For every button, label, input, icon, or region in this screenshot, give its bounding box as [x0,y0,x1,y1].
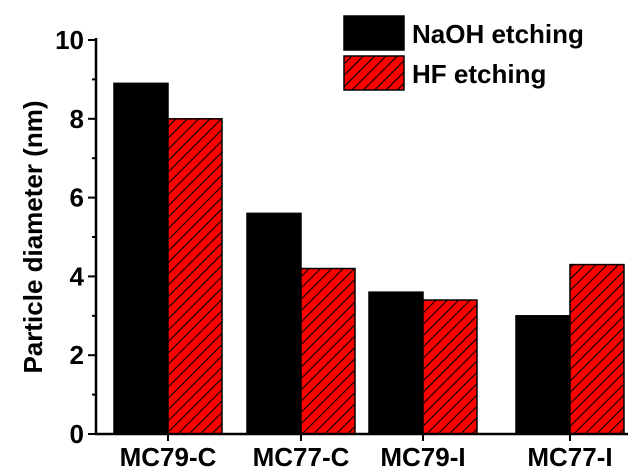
y-tick-label: 0 [70,419,84,449]
bar-naoh-mc77-c [246,212,302,435]
bar-hf-mc79-c [167,118,223,435]
axes-group: MC79-C MC77-C MC79-I MC77-I 0 2 4 6 8 10 [55,25,628,472]
bar-hf-mc79-i [422,299,478,435]
bar-naoh-mc79-c [113,82,169,435]
y-tick-label: 6 [70,183,84,213]
y-axis-title: Particle diameter (nm) [18,100,48,373]
legend: NaOH etching HF etching [343,15,584,91]
legend-label-hf: HF etching [412,59,546,89]
x-tick-label: MC77-I [527,442,612,472]
y-tick-label: 8 [70,104,84,134]
y-tick-label: 10 [55,25,84,55]
bar-naoh-mc79-i [368,291,424,435]
legend-swatch-hf [343,55,405,91]
legend-label-naoh: NaOH etching [412,19,584,49]
bar-naoh-mc77-i [515,315,571,435]
x-tick-label: MC79-C [120,442,217,472]
bar-hf-mc77-c [300,267,356,435]
y-tick-label: 4 [70,261,85,291]
x-tick-label: MC77-C [253,442,350,472]
y-tick-label: 2 [70,340,84,370]
bar-hf-mc77-i [569,263,625,435]
legend-swatch-naoh [343,15,405,51]
bars-group [113,82,625,435]
x-tick-label: MC79-I [380,442,465,472]
